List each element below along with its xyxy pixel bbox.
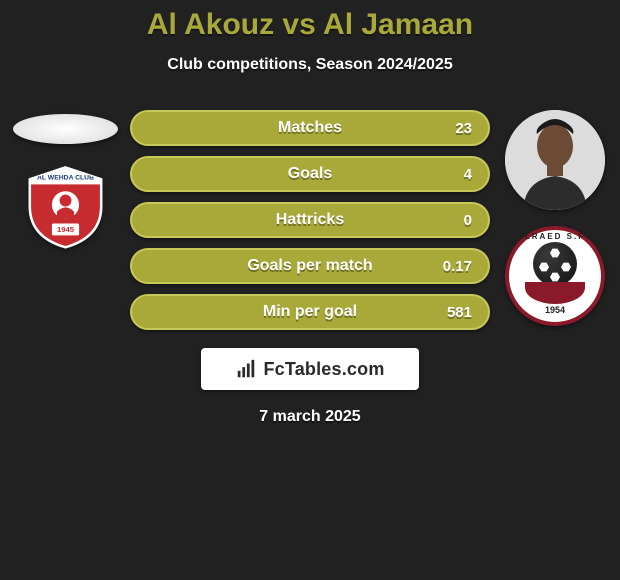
stat-right-value: 0 <box>464 212 472 229</box>
stat-row-matches: Matches 23 <box>130 110 490 146</box>
right-player-avatar <box>505 110 605 210</box>
stat-right-value: 0.17 <box>443 258 472 275</box>
bar-chart-icon <box>235 358 257 380</box>
soccer-ball-icon <box>533 242 577 286</box>
stat-row-goals-per-match: Goals per match 0.17 <box>130 248 490 284</box>
stat-row-hattricks: Hattricks 0 <box>130 202 490 238</box>
stats-list: Matches 23 Goals 4 Hattricks 0 Goals per… <box>130 110 490 330</box>
footer-date: 7 march 2025 <box>0 408 620 426</box>
right-column: ALRAED S.FC 1954 <box>500 110 610 330</box>
content-columns: AL WEHDA CLUB 1945 Matches 23 Goals 4 <box>0 110 620 330</box>
left-column: AL WEHDA CLUB 1945 <box>10 110 120 330</box>
comparison-card: Al Akouz vs Al Jamaan Club competitions,… <box>0 0 620 426</box>
stat-right-value: 581 <box>447 304 472 321</box>
stat-label: Goals per match <box>247 257 372 275</box>
stat-label: Matches <box>278 119 342 137</box>
right-club-year: 1954 <box>509 305 601 315</box>
page-subtitle: Club competitions, Season 2024/2025 <box>0 56 620 74</box>
club-swoosh-icon <box>525 282 585 304</box>
left-player-avatar-placeholder <box>13 114 118 144</box>
right-club-badge: ALRAED S.FC 1954 <box>505 226 605 326</box>
left-club-year: 1945 <box>56 225 74 234</box>
right-club-name: ALRAED S.FC <box>509 232 601 241</box>
left-club-badge: AL WEHDA CLUB 1945 <box>23 164 108 249</box>
stat-right-value: 4 <box>464 166 472 183</box>
stat-label: Hattricks <box>276 211 344 229</box>
stat-label: Goals <box>288 165 332 183</box>
stat-row-goals: Goals 4 <box>130 156 490 192</box>
stat-row-min-per-goal: Min per goal 581 <box>130 294 490 330</box>
watermark-text: FcTables.com <box>263 359 384 380</box>
stat-label: Min per goal <box>263 303 357 321</box>
watermark: FcTables.com <box>201 348 419 390</box>
page-title: Al Akouz vs Al Jamaan <box>0 8 620 42</box>
left-club-name: AL WEHDA CLUB <box>36 174 93 181</box>
player-silhouette-icon <box>505 110 605 210</box>
stat-right-value: 23 <box>455 120 472 137</box>
